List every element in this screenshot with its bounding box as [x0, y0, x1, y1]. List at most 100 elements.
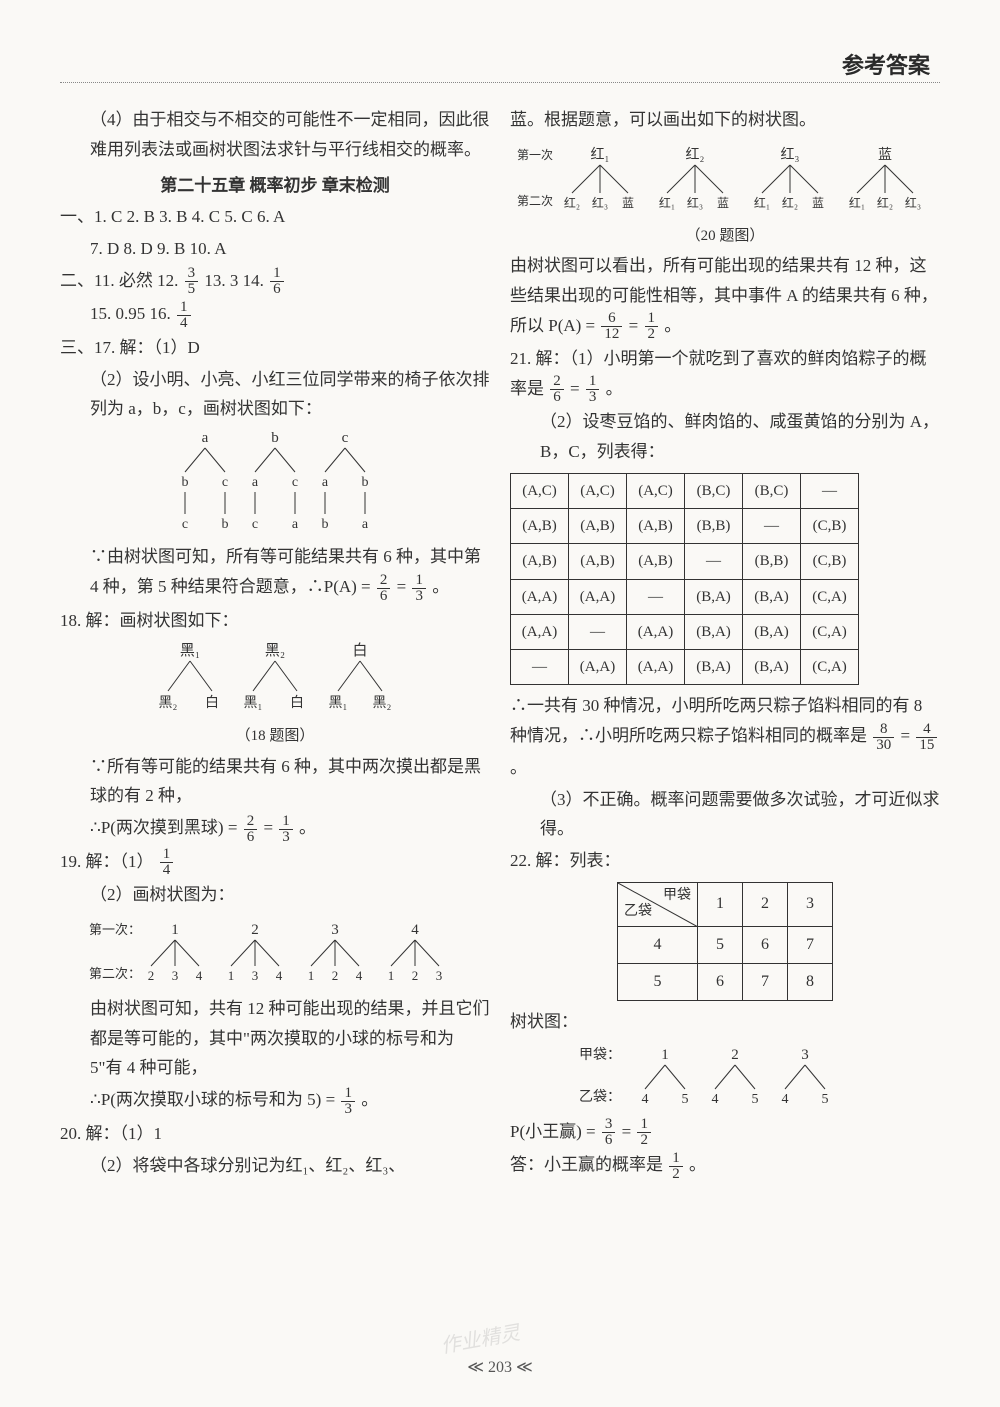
svg-text:蓝: 蓝 — [717, 196, 729, 210]
svg-text:4: 4 — [356, 968, 363, 983]
q21-line1: 21. 解：（1）小明第一个就吃到了喜欢的鲜肉馅粽子的概率是 26 = 13 。 — [510, 344, 940, 405]
frac-22a: 36 — [602, 1117, 616, 1148]
tree-20: 第一次第二次红₁红₂红₃蓝红₂红₁红₃蓝红₃红₁红₂蓝蓝红₁红₂红₃ — [515, 139, 935, 219]
chapter-title: 第二十五章 概率初步 章末检测 — [60, 171, 490, 201]
q21-line4: （3）不正确。概率问题需要做多次试验，才可近似求得。 — [510, 785, 940, 845]
svg-text:2: 2 — [332, 968, 339, 983]
table-cell: (A,B) — [569, 509, 627, 544]
frac-16: 14 — [177, 300, 191, 331]
table-cell: — — [743, 509, 801, 544]
table-cell: (C,B) — [801, 544, 859, 579]
table-cell: (A,B) — [627, 544, 685, 579]
table-cell: (A,A) — [511, 579, 569, 614]
svg-text:4: 4 — [196, 968, 203, 983]
r2: 由树状图可以看出，所有可能出现的结果共有 12 种，这些结果出现的可能性相等，其… — [510, 251, 940, 342]
frac-20a: 612 — [601, 311, 622, 342]
frac-21a: 26 — [550, 374, 564, 405]
q20-line1: 20. 解：（1）1 — [60, 1119, 490, 1149]
frac-14: 16 — [270, 266, 284, 297]
right-column: 蓝。根据题意，可以画出如下的树状图。 第一次第二次红₁红₂红₃蓝红₂红₁红₃蓝红… — [510, 105, 940, 1184]
table-cell: 7 — [788, 926, 833, 963]
table-cell: 6 — [698, 963, 743, 1000]
sec2a: 二、11. 必然 12. — [60, 271, 183, 290]
svg-text:5: 5 — [752, 1092, 759, 1107]
svg-text:黑₂: 黑₂ — [265, 643, 285, 659]
q21e: ∴一共有 30 种情况，小明所吃两只粽子馅料相同的有 8 种情况，∴小明所吃两只… — [510, 696, 922, 745]
table-cell: (A,A) — [511, 614, 569, 649]
q19d: ∴P(两次摸取小球的标号和为 5) = — [90, 1090, 339, 1109]
q19-line3: 由树状图可知，共有 12 种可能出现的结果，并且它们都是等可能的，其中"两次摸取… — [60, 994, 490, 1083]
table-cell: (B,A) — [743, 650, 801, 685]
q18c: ∴P(两次摸到黑球) = — [90, 818, 242, 837]
svg-text:a: a — [322, 475, 329, 490]
frac-17a: 26 — [377, 573, 391, 604]
svg-text:1: 1 — [228, 968, 235, 983]
page-header: 参考答案 — [842, 48, 930, 80]
table-cell: (B,C) — [743, 473, 801, 508]
svg-text:第二次: 第二次 — [517, 194, 553, 208]
table-cell: — — [685, 544, 743, 579]
svg-text:1: 1 — [388, 968, 395, 983]
svg-text:b: b — [271, 430, 279, 446]
q21f: = — [901, 726, 915, 745]
q21-line3: ∴一共有 30 种情况，小明所吃两只粽子馅料相同的有 8 种情况，∴小明所吃两只… — [510, 691, 940, 782]
svg-text:3: 3 — [172, 968, 179, 983]
svg-text:黑₂: 黑₂ — [159, 696, 178, 711]
svg-text:红₂: 红₂ — [686, 147, 705, 163]
q19e: 。 — [361, 1090, 378, 1109]
svg-text:3: 3 — [252, 968, 259, 983]
svg-text:5: 5 — [682, 1092, 689, 1107]
table-cell: (A,B) — [511, 544, 569, 579]
caption-20: （20 题图） — [510, 223, 940, 249]
q22f: 。 — [689, 1155, 706, 1174]
svg-text:红₃: 红₃ — [781, 147, 800, 163]
svg-text:1: 1 — [171, 922, 179, 938]
q17-line2: （2）设小明、小亮、小红三位同学带来的椅子依次排列为 a，b，c，画树状图如下： — [60, 365, 490, 425]
section1-line2: 7. D 8. D 9. B 10. A — [60, 234, 490, 264]
svg-text:a: a — [252, 475, 259, 490]
table-cell: (A,C) — [627, 473, 685, 508]
table-cell: (A,A) — [569, 650, 627, 685]
q22-line1: 22. 解：列表： — [510, 846, 940, 876]
diag-header: 甲袋乙袋 — [618, 882, 698, 926]
svg-text:c: c — [182, 517, 188, 532]
tree-17: abccbbaccacabba — [145, 428, 405, 538]
q17-conclusion: ∵由树状图可知，所有等可能结果共有 6 种，其中第 4 种，第 5 种结果符合题… — [60, 542, 490, 603]
table-21: (A,C)(A,C)(A,C)(B,C)(B,C)—(A,B)(A,B)(A,B… — [510, 473, 859, 686]
q18d: = — [263, 818, 277, 837]
svg-text:c: c — [292, 475, 298, 490]
table-cell: — — [569, 614, 627, 649]
q21b: = — [570, 379, 584, 398]
sec2c: 15. 0.95 16. — [90, 304, 175, 323]
caption-18: （18 题图） — [60, 723, 490, 749]
q20-line2: （2）将袋中各球分别记为红₁、红₂、红₃、 — [60, 1151, 490, 1181]
frac-18b: 13 — [279, 814, 293, 845]
q18e: 。 — [299, 818, 316, 837]
sec3d: = — [397, 577, 411, 596]
svg-text:红₂: 红₂ — [877, 195, 893, 210]
svg-text:蓝: 蓝 — [878, 147, 892, 163]
svg-text:红₁: 红₁ — [849, 195, 865, 210]
left-column: （4）由于相交与不相交的可能性不一定相同，因此很难用列表法或画树状图法求针与平行… — [60, 105, 490, 1184]
svg-text:5: 5 — [822, 1092, 829, 1107]
table-cell: 8 — [788, 963, 833, 1000]
r2c: 。 — [664, 316, 681, 335]
svg-text:b: b — [222, 517, 229, 532]
q19-line4: ∴P(两次摸取小球的标号和为 5) = 13 。 — [60, 1085, 490, 1117]
svg-text:乙袋：: 乙袋： — [579, 1089, 621, 1105]
svg-text:白: 白 — [290, 695, 304, 711]
svg-text:黑₁: 黑₁ — [244, 696, 263, 711]
table-cell: (A,B) — [627, 509, 685, 544]
row-header: 4 — [618, 926, 698, 963]
table-cell: (A,B) — [511, 509, 569, 544]
table-cell: (B,A) — [685, 579, 743, 614]
q21g: 。 — [510, 758, 527, 777]
page-number: ≪ 203 ≪ — [0, 1357, 1000, 1377]
q22-line3: P(小王赢) = 36 = 12 — [510, 1117, 940, 1149]
table-cell: — — [511, 650, 569, 685]
frac-17b: 13 — [412, 573, 426, 604]
frac-21d: 415 — [916, 722, 937, 753]
svg-text:c: c — [222, 475, 228, 490]
svg-text:第一次: 第一次 — [517, 148, 553, 162]
svg-text:3: 3 — [331, 922, 339, 938]
